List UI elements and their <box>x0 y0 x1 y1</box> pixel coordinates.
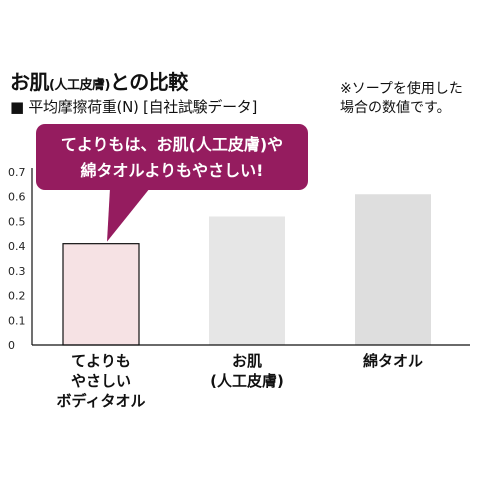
y-tick-label: 0.3 <box>8 265 26 278</box>
title-rest: との比較 <box>109 70 188 94</box>
note-line: ※ソープを使用した <box>340 81 463 97</box>
y-tick-label: 0.6 <box>8 191 26 204</box>
bar <box>62 243 140 346</box>
category-label: てよりも <box>71 352 131 370</box>
y-tick-label: 0.1 <box>8 314 26 327</box>
category-label: やさしい <box>71 372 131 390</box>
callout-text: 綿タオルよりもやさしい! <box>81 161 264 180</box>
chart-title: お肌(人工皮膚)との比較 <box>10 66 188 95</box>
category-label: お肌 <box>232 352 262 370</box>
y-tick-label: 0.7 <box>8 166 26 179</box>
category-label: (人工皮膚) <box>210 372 284 390</box>
bar <box>209 216 285 345</box>
title-main: お肌 <box>10 70 50 94</box>
y-tick-label: 0.5 <box>8 215 26 228</box>
y-tick-label: 0.2 <box>8 290 26 303</box>
category-label: 綿タオル <box>363 352 423 370</box>
callout-pointer <box>107 188 150 242</box>
bar <box>355 194 431 345</box>
usage-note: ※ソープを使用した 場合の数値です。 <box>340 80 478 118</box>
y-tick-label: 0.4 <box>8 240 26 253</box>
category-label: ボディタオル <box>57 392 146 410</box>
callout-text: てよりもは、お肌(人工皮膚)や <box>61 135 283 154</box>
title-paren: (人工皮膚) <box>49 78 110 93</box>
y-tick-label: 0 <box>8 339 15 352</box>
chart-subtitle: ■ 平均摩擦荷重(N) [自社試験データ] <box>10 98 258 116</box>
note-line: 場合の数値です。 <box>340 100 451 116</box>
callout-bubble <box>36 124 308 190</box>
